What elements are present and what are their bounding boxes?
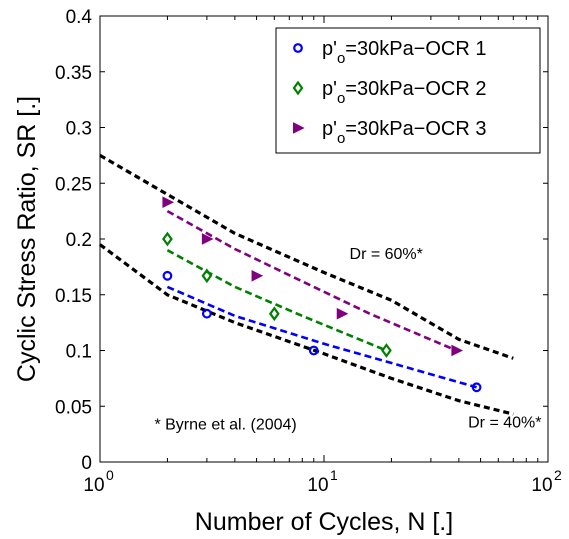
- annotation-1: Dr = 60%*: [350, 246, 423, 263]
- reference-line-2: [99, 243, 514, 416]
- legend-marker-3: [293, 122, 305, 134]
- y-tick-label-4: 0.2: [66, 230, 92, 251]
- x-tick-label-exp-2: 2: [554, 467, 562, 483]
- trend-line-1: [166, 285, 477, 389]
- annotations: Dr = 60%* Dr = 40%* * Byrne et al. (2004): [154, 246, 541, 434]
- data-point-s2-3: [268, 306, 280, 322]
- trend-line-2: [166, 249, 387, 352]
- data-point-s2-2: [201, 268, 213, 284]
- x-tick-label-exp-0: 0: [106, 467, 114, 483]
- annotation-2: Dr = 40%*: [468, 414, 541, 431]
- data-point-s3-1: [162, 196, 175, 209]
- data-markers: [162, 196, 482, 393]
- y-tick-label-3: 0.15: [55, 286, 92, 307]
- legend-marker-2: [292, 80, 304, 96]
- data-point-s3-2: [201, 233, 214, 245]
- data-point-s2-4: [381, 343, 392, 358]
- data-point-s1-1: [162, 270, 173, 281]
- x-tick-label-0: 10: [83, 475, 104, 496]
- axis-ticks: 00.050.10.150.20.250.30.350.410 0 10 1 10 2: [55, 7, 562, 496]
- reference-line-1: [99, 154, 514, 360]
- data-point-s2-1: [162, 231, 173, 247]
- legend-marker-1: [293, 43, 303, 53]
- data-point-s3-4: [336, 307, 349, 320]
- y-tick-label-7: 0.35: [55, 63, 92, 84]
- data-point-s3-5: [451, 344, 464, 357]
- legend-label-1: p'o=30kPa−OCR 1: [322, 38, 487, 67]
- trend-lines: [166, 209, 477, 389]
- y-tick-label-0: 0: [81, 453, 92, 474]
- reference-lines: [99, 154, 514, 416]
- y-axis-label: Cyclic Stress Ratio, SR [.]: [13, 96, 41, 382]
- x-tick-label-exp-1: 1: [330, 467, 338, 483]
- annotation-3: * Byrne et al. (2004): [154, 417, 296, 434]
- y-tick-label-2: 0.1: [66, 342, 92, 363]
- legend: p'o=30kPa−OCR 1 p'o=30kPa−OCR 2 p'o=30kPa−…: [275, 27, 541, 154]
- y-tick-label-1: 0.05: [55, 397, 92, 418]
- x-axis-label: Number of Cycles, N [.]: [195, 508, 453, 536]
- trend-line-3: [166, 209, 457, 352]
- y-tick-label-8: 0.4: [66, 7, 93, 28]
- y-tick-label-6: 0.3: [66, 119, 92, 140]
- x-tick-label-2: 10: [531, 475, 552, 496]
- data-point-s3-3: [251, 269, 264, 282]
- data-point-s1-3: [308, 345, 319, 356]
- data-point-s1-2: [201, 308, 212, 319]
- x-tick-label-1: 10: [307, 475, 328, 496]
- legend-box: [275, 27, 541, 154]
- y-tick-label-5: 0.25: [55, 174, 92, 195]
- legend-label-3: p'o=30kPa−OCR 3: [322, 118, 487, 147]
- data-point-s1-4: [471, 382, 482, 393]
- legend-label-2: p'o=30kPa−OCR 2: [322, 78, 487, 107]
